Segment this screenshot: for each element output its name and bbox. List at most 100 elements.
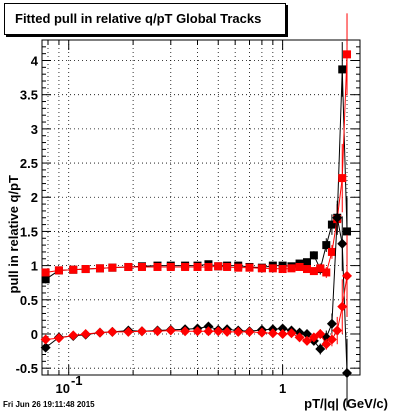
data-point-square	[137, 262, 146, 271]
data-point-square	[124, 262, 133, 271]
data-point-square	[166, 262, 175, 271]
data-point-diamond	[40, 334, 51, 345]
series-line	[45, 217, 348, 373]
data-point-diamond	[337, 238, 348, 249]
data-point-diamond	[315, 344, 326, 355]
data-point-square	[302, 258, 311, 267]
data-point-diamond	[301, 328, 312, 339]
data-point-square	[338, 65, 347, 74]
timestamp-footer: Fri Jun 26 19:11:48 2015	[3, 400, 95, 409]
data-point-diamond	[267, 328, 278, 339]
plot-border	[41, 39, 361, 376]
chart-title: Fitted pull in relative q/pT Global Trac…	[15, 11, 262, 26]
data-point-square	[278, 265, 287, 274]
y-tick-label: 1	[31, 259, 38, 274]
data-point-diamond	[326, 318, 337, 329]
series-black-square	[41, 42, 352, 284]
data-point-diamond	[180, 326, 191, 337]
data-point-square	[108, 263, 117, 272]
data-point-diamond	[332, 212, 343, 223]
data-point-square	[322, 268, 331, 277]
data-point-square	[41, 275, 50, 284]
data-point-diamond	[68, 330, 79, 341]
data-point-diamond	[40, 342, 51, 353]
series-red-square	[41, 13, 352, 278]
data-point-diamond	[256, 327, 267, 338]
data-point-square	[316, 264, 325, 273]
data-point-square	[234, 263, 243, 272]
chart-title-box: Fitted pull in relative q/pT Global Trac…	[4, 3, 286, 35]
y-tick-label: 1.5	[20, 224, 38, 239]
plot-frame	[41, 39, 361, 376]
data-point-square	[223, 262, 232, 271]
series-black-diamond	[40, 200, 353, 408]
data-point-diamond	[342, 270, 353, 281]
y-tick-label: 0	[31, 327, 38, 342]
data-point-square	[214, 262, 223, 271]
data-point-square	[343, 50, 352, 59]
y-tick-label: 2.5	[20, 156, 38, 171]
data-point-diamond	[315, 328, 326, 339]
x-tick-label: 10	[55, 381, 69, 396]
data-point-diamond	[107, 326, 118, 337]
data-point-diamond	[213, 326, 224, 337]
data-point-square	[287, 264, 296, 273]
data-point-diamond	[321, 339, 332, 350]
data-point-square	[322, 241, 331, 250]
data-point-diamond	[192, 326, 203, 337]
series-red-diamond	[40, 234, 353, 350]
axis-ticks: -0.5 0 0.5 1 1.5 2 2.5 3 3.5 4 10-1 1	[16, 40, 360, 396]
data-point-diamond	[244, 326, 255, 337]
y-tick-label: 2	[31, 190, 38, 205]
data-point-square	[153, 262, 162, 271]
data-point-diamond	[94, 327, 105, 338]
data-point-diamond	[152, 326, 163, 337]
data-point-square	[302, 265, 311, 274]
data-point-diamond	[286, 328, 297, 339]
data-point-diamond	[332, 325, 343, 336]
series-line	[45, 69, 348, 280]
x-tick-exponent: -1	[71, 373, 83, 388]
data-point-square	[343, 227, 352, 236]
data-point-square	[95, 264, 104, 273]
data-point-diamond	[123, 326, 134, 337]
data-point-square	[69, 265, 78, 274]
y-tick-label: -0.5	[16, 361, 38, 376]
x-tick-label: 1	[279, 381, 286, 396]
data-point-diamond	[136, 326, 147, 337]
data-point-diamond	[165, 325, 176, 336]
x-axis-label: pT/|q| (GeV/c)	[304, 396, 388, 411]
data-point-diamond	[53, 333, 64, 344]
data-point-diamond	[326, 334, 337, 345]
data-point-square	[327, 220, 336, 229]
data-point-diamond	[301, 335, 312, 346]
y-tick-label: 3.5	[20, 88, 38, 103]
data-point-diamond	[222, 326, 233, 337]
data-point-diamond	[342, 367, 353, 378]
data-point-diamond	[277, 323, 288, 334]
y-tick-label: 0.5	[20, 293, 38, 308]
data-point-diamond	[80, 328, 91, 339]
y-axis-label: pull in relative q/pT	[6, 175, 21, 294]
data-point-square	[81, 265, 90, 274]
data-point-square	[193, 262, 202, 271]
data-point-square	[181, 262, 190, 271]
data-point-square	[268, 264, 277, 273]
data-point-square	[309, 267, 318, 276]
data-point-square	[204, 262, 213, 271]
y-tick-label: 3	[31, 122, 38, 137]
data-point-square	[41, 268, 50, 277]
data-point-diamond	[294, 332, 305, 343]
y-tick-label: 4	[31, 54, 39, 69]
data-point-diamond	[203, 326, 214, 337]
data-point-square	[257, 264, 266, 273]
data-point-square	[54, 266, 63, 275]
data-point-diamond	[277, 328, 288, 339]
data-points	[40, 13, 353, 408]
data-point-square	[245, 263, 254, 272]
data-point-square	[338, 174, 347, 183]
data-point-diamond	[233, 326, 244, 337]
grid-lines	[42, 40, 360, 375]
data-point-diamond	[337, 301, 348, 312]
